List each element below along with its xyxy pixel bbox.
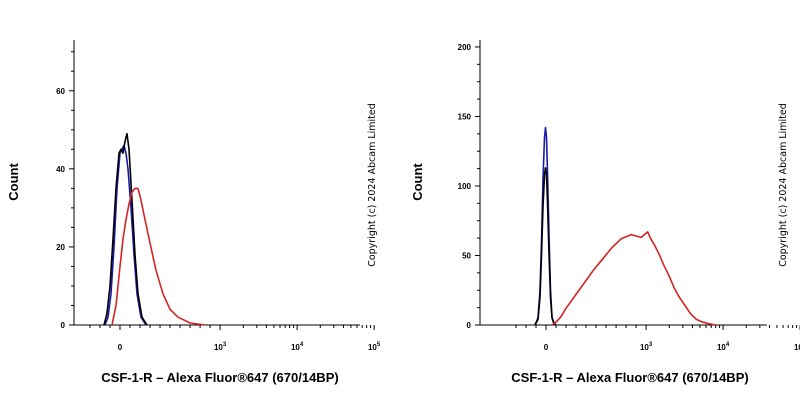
y-tick-label: 40 <box>56 165 65 174</box>
histogram-panel-right: 0 50 100 150 200 0 103 104 105 Count CSF-1-R – Ale… <box>410 40 800 385</box>
y-axis-title: Count <box>410 163 425 201</box>
x-tick-label: 105 <box>368 342 381 352</box>
copyright-notice: Copyright (c) 2024 Abcam Limited <box>367 103 378 267</box>
x-axis-title: CSF-1-R – Alexa Fluor®647 (670/14BP) <box>101 370 338 385</box>
y-axis-title: Count <box>6 163 21 201</box>
series-line-1 <box>534 167 557 326</box>
series-line-0 <box>104 144 147 326</box>
y-tick-label: 200 <box>458 43 472 52</box>
copyright-notice: Copyright (c) 2024 Abcam Limited <box>778 103 789 267</box>
y-tick-label: 60 <box>56 87 65 96</box>
x-tick-label: 104 <box>291 342 304 352</box>
y-tick-label: 100 <box>458 182 472 191</box>
x-tick-label: 103 <box>214 342 227 352</box>
y-tick-label: 0 <box>61 321 66 330</box>
y-tick-label: 50 <box>462 251 471 260</box>
series-line-2 <box>551 231 716 326</box>
y-tick-label: 20 <box>56 243 65 252</box>
series-line-2 <box>111 187 206 326</box>
histogram-panel-left: 0 20 40 60 0 103 104 105 Count CSF-1-R – Alexa Fl… <box>6 40 381 385</box>
x-tick-label: 0 <box>544 343 549 352</box>
series-line-0 <box>534 126 557 326</box>
x-axis-title: CSF-1-R – Alexa Fluor®647 (670/14BP) <box>511 370 748 385</box>
x-tick-label: 104 <box>717 342 730 352</box>
y-tick-label: 0 <box>467 321 472 330</box>
x-tick-label: 0 <box>118 343 123 352</box>
x-tick-label: 103 <box>640 342 653 352</box>
y-tick-label: 150 <box>458 112 472 121</box>
series-line-1 <box>103 132 148 326</box>
x-tick-label: 105 <box>794 342 800 352</box>
